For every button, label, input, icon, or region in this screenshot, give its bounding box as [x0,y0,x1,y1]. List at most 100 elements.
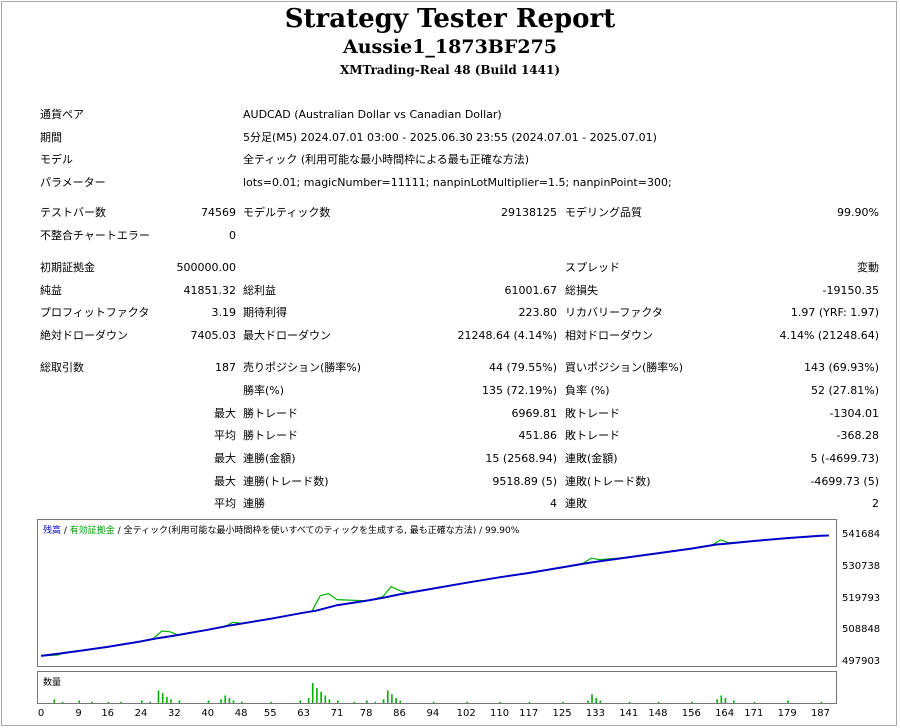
volume-bar [366,700,368,703]
cons-wins-cnt-value: 9518.89 (5) [492,475,557,488]
quality-value: 99.90% [837,206,879,219]
volume-bar [241,701,243,703]
gross-profit-label: 総利益 [243,284,276,297]
volume-bar [328,699,331,703]
volume-bar [224,695,226,703]
gross-loss-value: -19150.35 [822,284,879,297]
volume-bar [399,700,402,703]
x-tick-label: 24 [134,708,148,719]
volume-bar [324,695,327,703]
max-word-3: 最大 [214,475,236,488]
rel-dd-value: 4.14% (21248.64) [779,329,879,342]
x-tick-label: 133 [585,708,605,719]
pf-label: プロフィットファクタ [40,306,150,319]
volume-bar [374,701,377,703]
volume-bar [91,701,93,703]
legend-equity: 有効証拠金 [69,526,115,536]
x-tick-label: 187 [810,708,831,719]
x-tick-label: 0 [37,708,45,719]
x-tick-label: 141 [619,708,639,719]
largest-loss-label: 敗トレード [565,407,620,420]
cons-wins-amt-label: 連勝(金額) [243,452,296,465]
spread-label: スプレッド [565,261,620,274]
y-tick-label: 530738 [842,560,881,572]
avg-cons-loss-value: 2 [872,497,879,510]
period-value: 5分足(M5) 2024.07.01 03:00 - 2025.06.30 23… [243,131,657,144]
cons-wins-cnt-label: 連勝(トレード数) [243,475,329,488]
volume-bar [311,683,314,703]
x-tick-label: 110 [489,708,510,719]
y-tick-label: 497903 [842,656,881,667]
cons-wins-amt-value: 15 (2568.94) [485,452,557,465]
volume-bar [691,701,693,703]
volume-bar [299,700,301,703]
loss-value: 52 (27.81%) [810,384,879,397]
largest-win-label: 勝トレード [243,407,298,420]
gross-loss-label: 総損失 [565,284,598,297]
volume-bar [307,698,310,703]
x-tick-label: 164 [715,708,735,719]
avg-word-2: 平均 [214,497,236,510]
legend-desc: 全ティック(利用可能な最小時間枠を使いすべてのティックを生成する, 最も正確な方… [123,526,520,536]
avg-word-1: 平均 [214,429,236,442]
volume-bar [599,700,602,703]
loss-label: 負率 (%) [565,384,610,397]
volume-bar [753,701,756,703]
avg-cons-loss-label: 連敗 [565,497,587,510]
abs-dd-label: 絶対ドローダウン [40,329,128,342]
spread-value: 変動 [857,261,879,274]
win-value: 135 (72.19%) [481,384,557,397]
x-tick-label: 102 [456,708,476,719]
volume-bar [170,699,172,703]
volume-bar [61,701,64,703]
ticks-value: 29138125 [501,206,557,219]
chart-legend: 残高 / 有効証拠金 / 全ティック(利用可能な最小時間枠を使いすべてのティック… [43,523,519,536]
largest-loss-value: -1304.01 [829,407,879,420]
short-label: 売りポジション(勝率%) [243,361,362,374]
volume-bar [466,701,468,703]
volume-bar [387,690,389,703]
x-tick-label: 171 [744,708,764,719]
long-value: 143 (69.93%) [803,361,879,374]
volume-bar [724,698,727,703]
balance-chart-svg [40,534,829,657]
errors-label: 不整合チャートエラー [40,229,150,242]
volume-bar [395,698,397,703]
volume-bar [382,699,385,703]
params-label: パラメーター [40,176,106,189]
x-tick-label: 40 [201,708,215,719]
x-tick-label: 94 [426,708,440,719]
x-tick-label: 117 [519,708,539,719]
volume-bar [720,695,723,703]
volume-bar [391,694,393,703]
x-tick-label: 125 [552,708,572,719]
bars-label: テストバー数 [40,206,106,219]
x-tick-label: 9 [75,708,82,719]
expert-name: Aussie1_1873BF275 [342,36,558,58]
volume-bar [316,688,318,703]
cons-loss-cnt-label: 連敗(トレード数) [565,475,651,488]
volume-bar [562,701,564,703]
recovery-label: リカバリーファクタ [565,306,663,319]
volume-bar [587,700,589,703]
volume-bar [149,701,151,703]
volume-bar [657,701,660,703]
volume-bar [353,701,356,703]
volume-bar [628,701,631,703]
x-tick-label: 63 [297,708,310,719]
x-tick-label: 71 [330,708,344,719]
deposit-value: 500000.00 [176,261,237,274]
volume-bar [716,699,718,703]
volume-bar [337,700,339,703]
volume-bar [595,698,597,703]
x-tick-label: 78 [359,708,373,719]
cons-loss-amt-value: 5 (-4699.73) [810,452,879,465]
x-tick-label: 16 [101,708,115,719]
legend-balance: 残高 [43,526,62,536]
net-label: 純益 [40,284,62,297]
volume-bar [591,694,593,703]
cons-loss-amt-label: 連敗(金額) [565,452,618,465]
volume-bar [432,701,435,703]
symbol-value: AUDCAD (Australian Dollar vs Canadian Do… [243,108,502,121]
volume-bar [166,696,168,703]
